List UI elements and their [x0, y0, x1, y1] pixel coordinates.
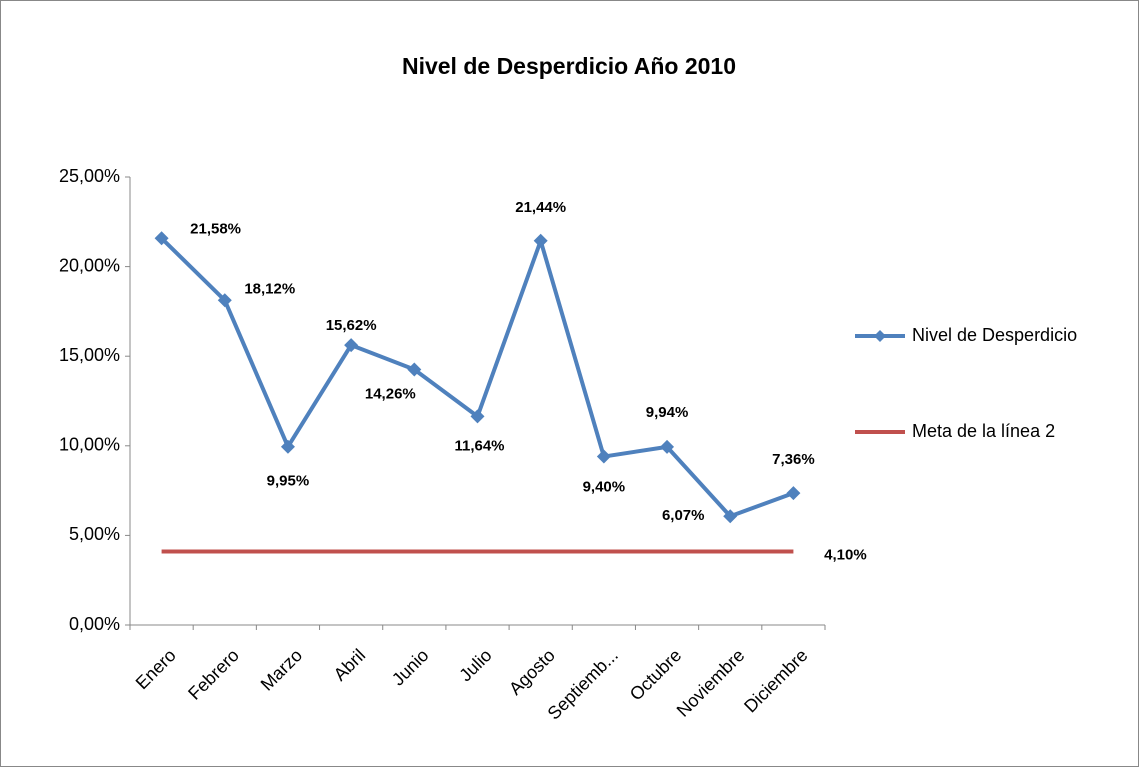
data-label: 21,58%	[190, 220, 241, 237]
marker	[786, 486, 801, 501]
data-label: 15,62%	[326, 317, 377, 334]
marker	[470, 409, 485, 424]
data-label: 9,94%	[646, 404, 689, 421]
marker	[154, 231, 169, 246]
marker	[217, 293, 232, 308]
data-label: 21,44%	[515, 199, 566, 216]
y-tick-label: 0,00%	[69, 614, 120, 634]
marker	[280, 439, 295, 454]
y-tick-label: 25,00%	[59, 166, 120, 186]
legend-label: Meta de la línea 2	[912, 421, 1055, 441]
legend-marker	[874, 330, 886, 342]
marker	[407, 362, 422, 377]
marker	[723, 509, 738, 524]
data-label: 18,12%	[244, 280, 295, 297]
chart-title: Nivel de Desperdicio Año 2010	[402, 53, 736, 79]
data-label: 11,64%	[454, 437, 504, 454]
data-label: 9,95%	[267, 473, 310, 490]
marker	[596, 449, 611, 464]
data-label: 14,26%	[365, 385, 416, 402]
y-tick-label: 15,00%	[59, 345, 120, 365]
y-tick-label: 5,00%	[69, 524, 120, 544]
marker	[533, 233, 548, 248]
marker	[660, 439, 675, 454]
marker	[344, 338, 359, 353]
y-tick-label: 20,00%	[59, 255, 120, 275]
legend-label: Nivel de Desperdicio	[912, 325, 1077, 345]
data-label: 4,10%	[824, 546, 867, 563]
y-tick-label: 10,00%	[59, 435, 120, 455]
data-label: 7,36%	[772, 451, 815, 468]
data-label: 9,40%	[583, 479, 626, 496]
data-label: 6,07%	[662, 507, 705, 524]
